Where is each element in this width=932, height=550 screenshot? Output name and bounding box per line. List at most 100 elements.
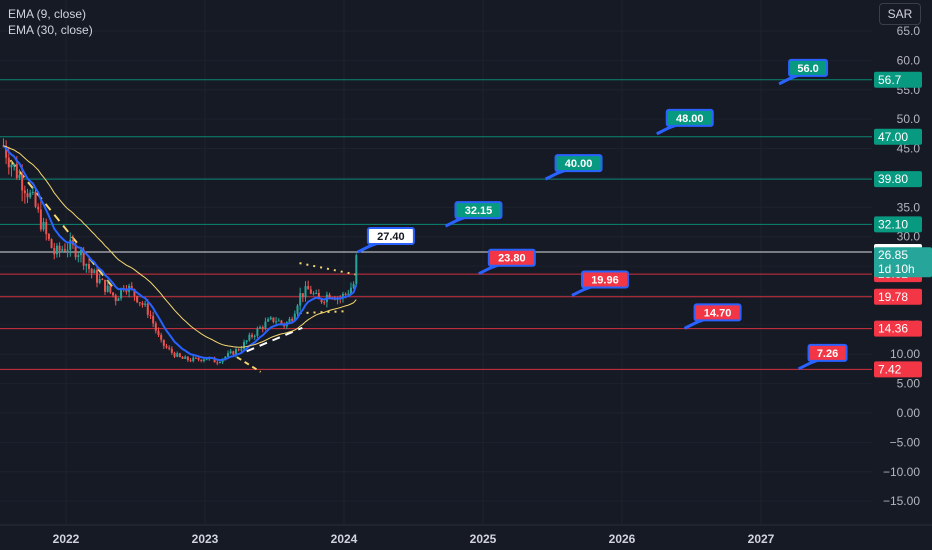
price-tick-label: 60.0: [897, 53, 921, 67]
candle-body: [176, 353, 179, 357]
support-dashed-line: [246, 326, 303, 353]
price-level-badge[interactable]: [874, 128, 922, 145]
candle-body: [192, 357, 195, 362]
candle-body: [251, 334, 254, 337]
callout-box: [454, 201, 503, 220]
candle-body: [229, 351, 232, 354]
candle-body: [106, 285, 109, 292]
candle-body: [301, 293, 304, 298]
price-tick-label: 65.0: [897, 24, 921, 38]
candle-body: [309, 289, 312, 294]
callout-stem: [357, 242, 375, 254]
price-level-label: 14.36: [878, 322, 908, 336]
legend-ema-30[interactable]: EMA (30, close): [8, 23, 93, 37]
price-level-badge[interactable]: [874, 171, 922, 188]
candle-body: [141, 302, 144, 305]
ema-9-line: [2, 145, 358, 362]
target-callout[interactable]: 7.26: [797, 343, 848, 371]
candle-body: [173, 352, 176, 357]
target-callout[interactable]: 56.0: [778, 58, 829, 86]
candle-body: [202, 359, 205, 362]
currency-button[interactable]: SAR: [879, 3, 921, 25]
callout-label: 23.80: [498, 253, 526, 265]
candle-body: [55, 245, 58, 255]
current-price-badge[interactable]: [874, 247, 932, 278]
time-axis[interactable]: 2022 2023 2024 2025 2026 2027: [0, 524, 932, 550]
target-callout[interactable]: 40.00: [544, 154, 603, 181]
ema-lines: [2, 145, 358, 362]
price-axis[interactable]: 65.060.055.050.045.040.035.030.025.020.0…: [872, 0, 932, 550]
callout-stem: [444, 216, 463, 228]
price-level-badge[interactable]: [874, 216, 922, 233]
time-tick-label: 2024: [331, 532, 358, 546]
bar-countdown-label: 1d 10h: [878, 262, 915, 276]
candle-body: [296, 305, 299, 314]
candle-body: [328, 294, 331, 298]
candle-body: [50, 239, 53, 249]
callout-stem: [683, 319, 702, 330]
time-axis-background: [0, 525, 932, 550]
candle-body: [293, 313, 296, 321]
price-tick-label: 30.0: [897, 230, 921, 244]
legend-ema-9[interactable]: EMA (9, close): [8, 7, 87, 21]
callout-box: [788, 58, 829, 77]
candle-body: [149, 314, 152, 316]
candle-body: [165, 345, 168, 348]
callout-label: 7.26: [817, 348, 838, 360]
candle-body: [79, 249, 82, 256]
candle-body: [93, 270, 96, 274]
target-callout[interactable]: 32.15: [444, 201, 503, 228]
price-level-badge[interactable]: [874, 71, 922, 88]
price-level-label: 7.42: [878, 362, 902, 376]
candle-body: [130, 285, 133, 289]
candle-body: [243, 341, 246, 349]
time-tick-label: 2023: [192, 532, 219, 546]
price-level-badge[interactable]: [874, 288, 922, 305]
time-tick-label: 2026: [609, 532, 636, 546]
callout-box: [665, 108, 714, 127]
candle-body: [39, 209, 42, 230]
price-tick-label: −5.00: [890, 435, 921, 449]
price-tick-label: 10.00: [890, 347, 920, 361]
candle-body: [15, 163, 18, 179]
candle-body: [178, 353, 181, 357]
bottom-dashed-marker: [236, 356, 262, 373]
target-callouts: 56.0 48.00 40.00 32.15 27.40 23.80 19.96 14.70 7…: [357, 58, 848, 371]
candle-body: [10, 164, 13, 168]
price-tick-label: −15.00: [883, 494, 920, 508]
callout-box: [693, 303, 742, 322]
candle-body: [87, 264, 90, 269]
candle-body: [355, 255, 358, 284]
callout-box: [580, 270, 629, 289]
candle-body: [31, 192, 34, 194]
callout-label: 27.40: [377, 231, 405, 243]
candle-body: [5, 145, 8, 158]
price-level-badge[interactable]: [874, 361, 922, 378]
price-level-badge[interactable]: [874, 320, 922, 337]
target-callout[interactable]: 23.80: [478, 248, 536, 276]
candle-body: [197, 358, 200, 360]
candle-body: [58, 245, 61, 251]
target-callout[interactable]: 19.96: [571, 270, 629, 297]
candle-body: [181, 356, 184, 359]
callout-box: [366, 226, 415, 245]
candle-body: [138, 302, 141, 304]
price-level-label: 56.7: [878, 73, 902, 87]
candle-body: [90, 268, 93, 274]
price-level-label: 32.10: [878, 217, 908, 231]
price-level-label: 47.00: [878, 130, 908, 144]
candle-body: [280, 320, 283, 324]
target-callout[interactable]: 48.00: [656, 108, 714, 136]
callout-stem: [797, 359, 816, 371]
candle-body: [341, 293, 344, 299]
candle-body: [157, 330, 160, 336]
target-callout[interactable]: 14.70: [683, 303, 742, 330]
candle-body: [304, 286, 307, 298]
candle-body: [291, 318, 294, 321]
candle-body: [189, 360, 192, 362]
candle-body: [315, 293, 318, 295]
candle-body: [82, 249, 85, 266]
target-callout[interactable]: 27.40: [357, 226, 415, 254]
candle-body: [96, 270, 99, 283]
